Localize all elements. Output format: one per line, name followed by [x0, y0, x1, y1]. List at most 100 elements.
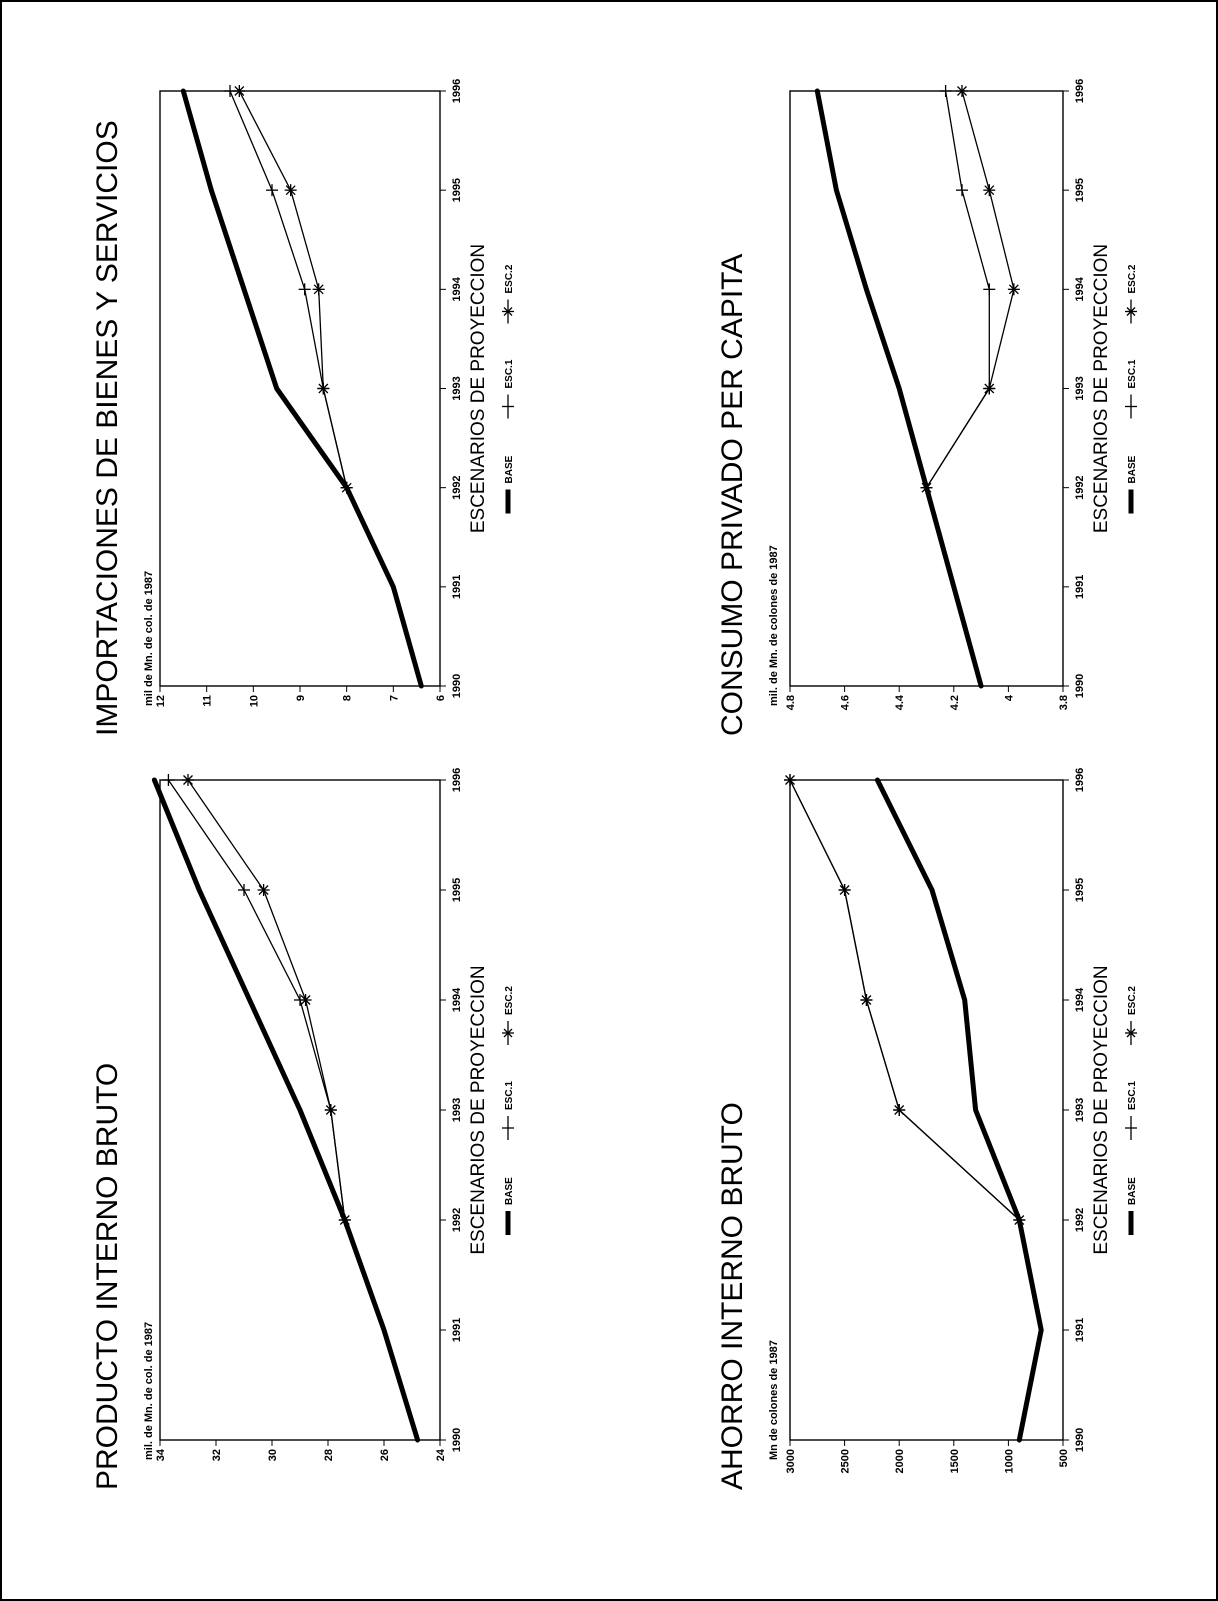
marker-stroke: [839, 885, 850, 895]
data-point-esc2: [920, 481, 933, 494]
data-point-esc2: [784, 774, 796, 786]
x-tick-label: 1996: [1074, 79, 1086, 103]
data-point-esc2: [893, 1104, 906, 1116]
y-tick-label: 4.8: [785, 695, 797, 710]
x-tick-label: 1995: [451, 878, 463, 902]
marker-stroke: [183, 775, 193, 785]
y-tick-label: 2500: [840, 1449, 852, 1473]
y-tick-label: 4.6: [840, 695, 852, 710]
y-unit-label: mil. de Mn. de col. de 1987: [143, 1322, 155, 1460]
legend-marker: [1126, 1028, 1136, 1038]
x-tick-label: 1993: [1074, 1098, 1086, 1122]
data-point-esc2: [983, 382, 996, 395]
marker-stroke: [921, 482, 932, 493]
y-tick-label: 500: [1058, 1449, 1070, 1467]
y-tick-label: 3.8: [1058, 695, 1070, 710]
data-point-esc2: [1007, 283, 1020, 296]
chart-panel-2: IMPORTACIONES DE BIENES Y SERVICIOS mil d…: [91, 79, 515, 736]
marker-stroke: [984, 185, 995, 196]
x-tick-label: 1991: [451, 1318, 463, 1342]
data-point-esc2: [299, 994, 312, 1006]
chart-panel-1: PRODUCTO INTERNO BRUTO mil. de Mn. de col…: [91, 768, 515, 1490]
y-tick-label: 4: [1003, 694, 1015, 701]
data-point-esc2: [983, 184, 996, 197]
y-tick-label: 7: [388, 695, 400, 701]
data-point-esc2: [338, 1214, 351, 1226]
marker-stroke: [325, 1105, 336, 1115]
x-tick-label: 1990: [451, 1428, 463, 1452]
x-tick-label: 1993: [1074, 376, 1086, 400]
x-tick-label: 1995: [1074, 178, 1086, 202]
marker-stroke: [1014, 1215, 1025, 1225]
legend-label: BASE: [504, 455, 515, 483]
series-line-esc2: [789, 779, 1042, 1441]
series-line-esc1: [789, 779, 1042, 1441]
chart-title: IMPORTACIONES DE BIENES Y SERVICIOS: [91, 120, 124, 736]
x-tick-label: 1993: [451, 1098, 463, 1122]
series-line-base: [151, 777, 421, 1443]
data-point-esc2: [182, 774, 194, 786]
data-point-esc2: [284, 184, 297, 197]
data-point-esc1: [955, 184, 968, 197]
x-tick-label: 1995: [451, 178, 463, 202]
legend-label: ESC.2: [504, 986, 515, 1015]
legend-marker: [1126, 307, 1136, 316]
x-tick-label: 1996: [451, 79, 463, 103]
chart-title: CONSUMO PRIVADO PER CAPITA: [716, 254, 749, 736]
chart-panel-4: CONSUMO PRIVADO PER CAPITA mil. de Mn. de…: [716, 79, 1138, 736]
y-tick-label: 24: [435, 1448, 447, 1461]
y-tick-label: 4.4: [894, 694, 906, 710]
data-point-esc1: [983, 283, 996, 296]
x-tick-label: 1990: [1074, 674, 1086, 698]
data-point-esc1: [266, 184, 278, 197]
marker-stroke: [258, 885, 269, 895]
y-unit-label: mil. de Mn. de colones de 1987: [768, 545, 780, 706]
data-point-esc2: [257, 884, 270, 896]
y-tick-label: 32: [211, 1449, 223, 1461]
data-point-esc1: [939, 85, 952, 97]
x-tick-label: 1995: [1074, 878, 1086, 902]
x-tick-label: 1994: [1074, 987, 1086, 1012]
x-tick-label: 1991: [1074, 1318, 1086, 1342]
legend-marker: [503, 1028, 513, 1038]
x-tick-label: 1996: [451, 768, 463, 792]
x-tick-label: 1992: [1074, 1208, 1086, 1232]
x-tick-label: 1993: [451, 376, 463, 400]
data-point-esc1: [162, 774, 175, 786]
x-tick-label: 1990: [451, 674, 463, 698]
marker-stroke: [861, 995, 872, 1005]
legend-label: ESC.2: [1127, 986, 1138, 1015]
series-line-base: [180, 88, 424, 689]
y-tick-label: 2000: [894, 1449, 906, 1473]
x-tick-label: 1996: [1074, 768, 1086, 792]
marker-stroke: [1008, 284, 1019, 295]
x-tick-label: 1992: [1074, 475, 1086, 499]
y-tick-label: 12: [155, 695, 167, 707]
chart-title: AHORRO INTERNO BRUTO: [716, 1102, 749, 1490]
y-tick-label: 34: [155, 1448, 167, 1461]
y-tick-label: 8: [342, 695, 354, 701]
y-tick-label: 4.2: [949, 695, 961, 710]
legend-label: ESC.2: [1127, 264, 1138, 293]
y-tick-label: 28: [323, 1449, 335, 1461]
x-tick-label: 1992: [451, 1208, 463, 1232]
legend-label: ESC.2: [504, 264, 515, 293]
x-tick-label: 1991: [451, 575, 463, 599]
y-tick-label: 11: [202, 695, 214, 707]
x-tick-label: 1992: [451, 475, 463, 499]
legend-label: BASE: [1127, 1177, 1138, 1205]
legend-label: ESC.1: [504, 1081, 515, 1110]
series-line-esc1: [167, 779, 419, 1441]
y-unit-label: mil de Mn. de col. de 1987: [143, 571, 155, 706]
plot-frame: [789, 90, 1064, 687]
marker-stroke: [285, 185, 296, 196]
marker-stroke: [984, 383, 995, 394]
x-tick-label: 1990: [1074, 1428, 1086, 1452]
x-tick-label: 1994: [1074, 276, 1086, 301]
legend-label: ESC.1: [1127, 1081, 1138, 1110]
data-point-esc2: [955, 85, 968, 97]
y-tick-label: 6: [435, 695, 447, 701]
data-point-esc2: [233, 85, 246, 97]
